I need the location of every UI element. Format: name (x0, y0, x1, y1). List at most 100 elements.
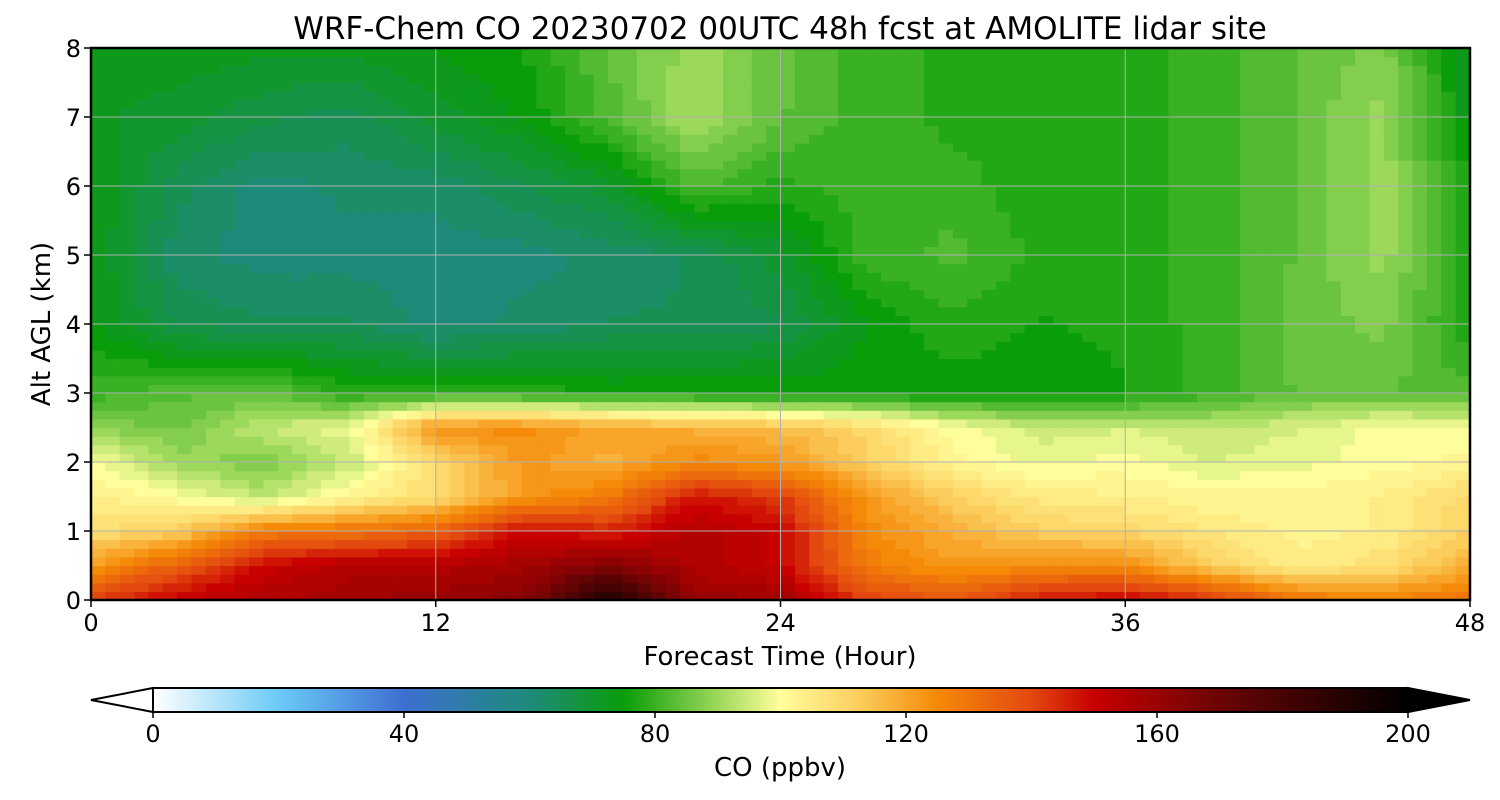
heat-cell (91, 349, 106, 360)
heat-cell (407, 436, 422, 446)
heat-cell (349, 99, 365, 109)
heat-cell (450, 91, 466, 101)
heat-cell (1024, 332, 1040, 342)
heat-cell (608, 349, 624, 360)
heat-cell (536, 117, 552, 127)
heat-cell (493, 582, 509, 592)
heat-cell (148, 574, 164, 584)
heat-cell (277, 410, 293, 420)
heat-cell (320, 324, 336, 334)
heat-cell (392, 539, 408, 549)
heat-cell (780, 263, 796, 273)
heat-cell (780, 556, 796, 567)
heat-cell (435, 99, 451, 109)
heat-cell (407, 65, 422, 75)
heat-cell (866, 306, 882, 316)
heat-cell (550, 99, 566, 109)
heat-cell (105, 574, 121, 584)
heat-cell (1067, 427, 1083, 437)
heat-cell (1110, 548, 1126, 558)
heat-cell (837, 280, 853, 291)
heat-cell (938, 582, 954, 592)
heat-cell (1024, 427, 1040, 437)
heat-cell (277, 522, 293, 532)
heat-cell (938, 496, 954, 506)
heat-cell (1096, 125, 1112, 135)
heat-cell (1010, 272, 1026, 282)
heat-cell (881, 99, 897, 109)
heat-cell (536, 401, 552, 411)
heat-cell (320, 384, 336, 394)
heat-cell (766, 91, 782, 101)
heat-cell (263, 263, 279, 273)
heat-cell (277, 375, 293, 385)
heat-cell (636, 289, 652, 299)
heat-cell (119, 470, 135, 480)
heat-cell (91, 220, 106, 230)
heat-cell (349, 177, 365, 187)
heat-cell (622, 539, 638, 549)
heat-cell (1139, 349, 1155, 360)
heat-cell (478, 375, 494, 385)
heat-cell (263, 496, 279, 506)
heat-cell (780, 272, 796, 282)
heat-cell (407, 298, 422, 308)
heat-cell (1067, 177, 1083, 187)
heat-cell (1139, 56, 1155, 66)
heat-cell (521, 418, 537, 429)
heat-cell (766, 229, 782, 239)
heat-cell (464, 367, 480, 377)
heat-cell (924, 306, 940, 316)
heat-cell (191, 556, 207, 567)
heat-cell (277, 73, 293, 84)
heat-cell (866, 255, 882, 265)
heat-cell (177, 341, 193, 351)
heat-cell (263, 117, 279, 127)
heat-cell (1153, 349, 1169, 360)
heat-cell (593, 306, 609, 316)
heat-cell (952, 470, 968, 480)
heat-cell (378, 82, 394, 92)
heat-cell (1153, 229, 1169, 239)
heat-cell (1024, 168, 1040, 178)
heat-cell (320, 211, 336, 222)
heat-cell (292, 565, 308, 575)
heat-cell (852, 324, 868, 334)
heat-cell (593, 56, 609, 66)
heat-cell (708, 531, 724, 541)
heat-cell (464, 56, 480, 66)
heat-cell (263, 125, 279, 135)
heat-cell (320, 203, 336, 213)
heat-cell (924, 539, 940, 549)
heat-cell (234, 367, 250, 377)
heat-cell (162, 358, 178, 368)
heat-cell (967, 125, 983, 135)
heat-cell (205, 65, 221, 75)
heat-cell (1039, 151, 1055, 161)
heat-cell (608, 289, 624, 299)
heat-cell (363, 591, 379, 600)
heat-cell (967, 203, 983, 213)
heat-cell (1067, 384, 1083, 394)
heat-cell (421, 324, 437, 334)
heat-cell (119, 375, 135, 385)
heat-cell (421, 393, 437, 403)
heat-cell (1139, 367, 1155, 377)
heat-cell (263, 194, 279, 204)
heat-cell (809, 436, 825, 446)
heat-cell (335, 410, 351, 420)
heat-cell (507, 332, 523, 342)
heat-cell (909, 134, 925, 144)
heat-cell (162, 255, 178, 265)
heat-cell (392, 375, 408, 385)
heat-cell (1110, 280, 1126, 291)
heat-cell (134, 531, 150, 541)
heat-cell (249, 160, 264, 170)
heat-cell (737, 556, 753, 567)
heat-cell (205, 341, 221, 351)
heat-cell (723, 91, 738, 101)
heat-cell (205, 591, 221, 600)
heat-cell (780, 160, 796, 170)
heat-cell (249, 315, 264, 325)
heat-cell (507, 220, 523, 230)
